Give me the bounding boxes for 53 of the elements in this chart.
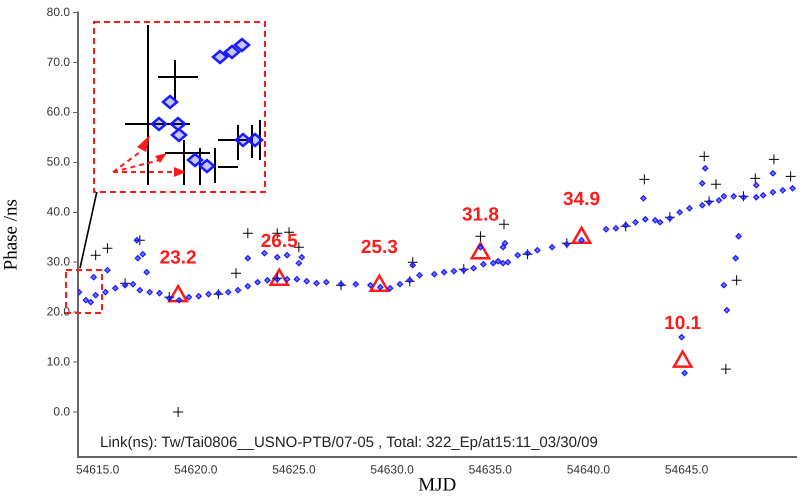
point [561, 238, 572, 249]
point [664, 212, 676, 223]
x-axis-title: MJD [418, 474, 456, 496]
point [120, 278, 131, 289]
point [638, 174, 650, 185]
x-tick-label: 54635.0 [468, 462, 512, 477]
data-label: 31.8 [462, 204, 499, 226]
data-label: 26.5 [260, 230, 298, 252]
y-tick-label: 10.0 [46, 354, 70, 368]
data-label: 23.2 [160, 247, 197, 268]
point [750, 172, 761, 184]
point [785, 170, 796, 182]
point [474, 230, 486, 242]
data-label: 25.3 [360, 236, 398, 258]
point [738, 190, 749, 202]
point [242, 228, 254, 239]
point [336, 280, 347, 291]
y-axis-title: Phase /ns [0, 199, 22, 270]
point [134, 234, 146, 246]
point [731, 274, 742, 286]
y-tick-label: 60.0 [46, 104, 70, 119]
y-tick-label: 70.0 [46, 54, 70, 69]
data-label: 10.1 [664, 312, 702, 334]
point [458, 264, 470, 275]
point [172, 406, 184, 418]
point [164, 292, 175, 303]
point [404, 276, 416, 287]
x-tick-label: 54630.0 [370, 462, 414, 477]
point [620, 220, 632, 232]
x-tick-label: 54640.0 [566, 462, 610, 477]
x-tick-label: 54620.0 [174, 462, 218, 477]
point [710, 178, 722, 190]
y-tick-label: 80.0 [46, 4, 70, 19]
y-tick-label: 50.0 [46, 154, 70, 169]
y-tick-label: 0.0 [53, 404, 70, 418]
point [230, 268, 242, 279]
x-tick-label: 54645.0 [664, 462, 709, 477]
point [90, 250, 102, 261]
point [704, 196, 715, 207]
point [498, 218, 510, 230]
point [212, 288, 224, 300]
point [407, 256, 418, 268]
x-tick-label: 54615.0 [76, 462, 120, 477]
data-label: 34.9 [563, 188, 600, 210]
point [768, 154, 780, 165]
point [720, 364, 732, 375]
point [698, 150, 710, 162]
point [522, 248, 534, 260]
y-tick-label: 30.0 [46, 254, 70, 269]
point [102, 242, 113, 254]
y-tick-label: 40.0 [46, 204, 70, 219]
x-tick-label: 54625.0 [272, 462, 316, 477]
annotation: Link(ns): Tw/Tai0806__USNO-PTB/07-05 , Total: 322_Ep/at15:11_03/30/09 [100, 434, 598, 451]
